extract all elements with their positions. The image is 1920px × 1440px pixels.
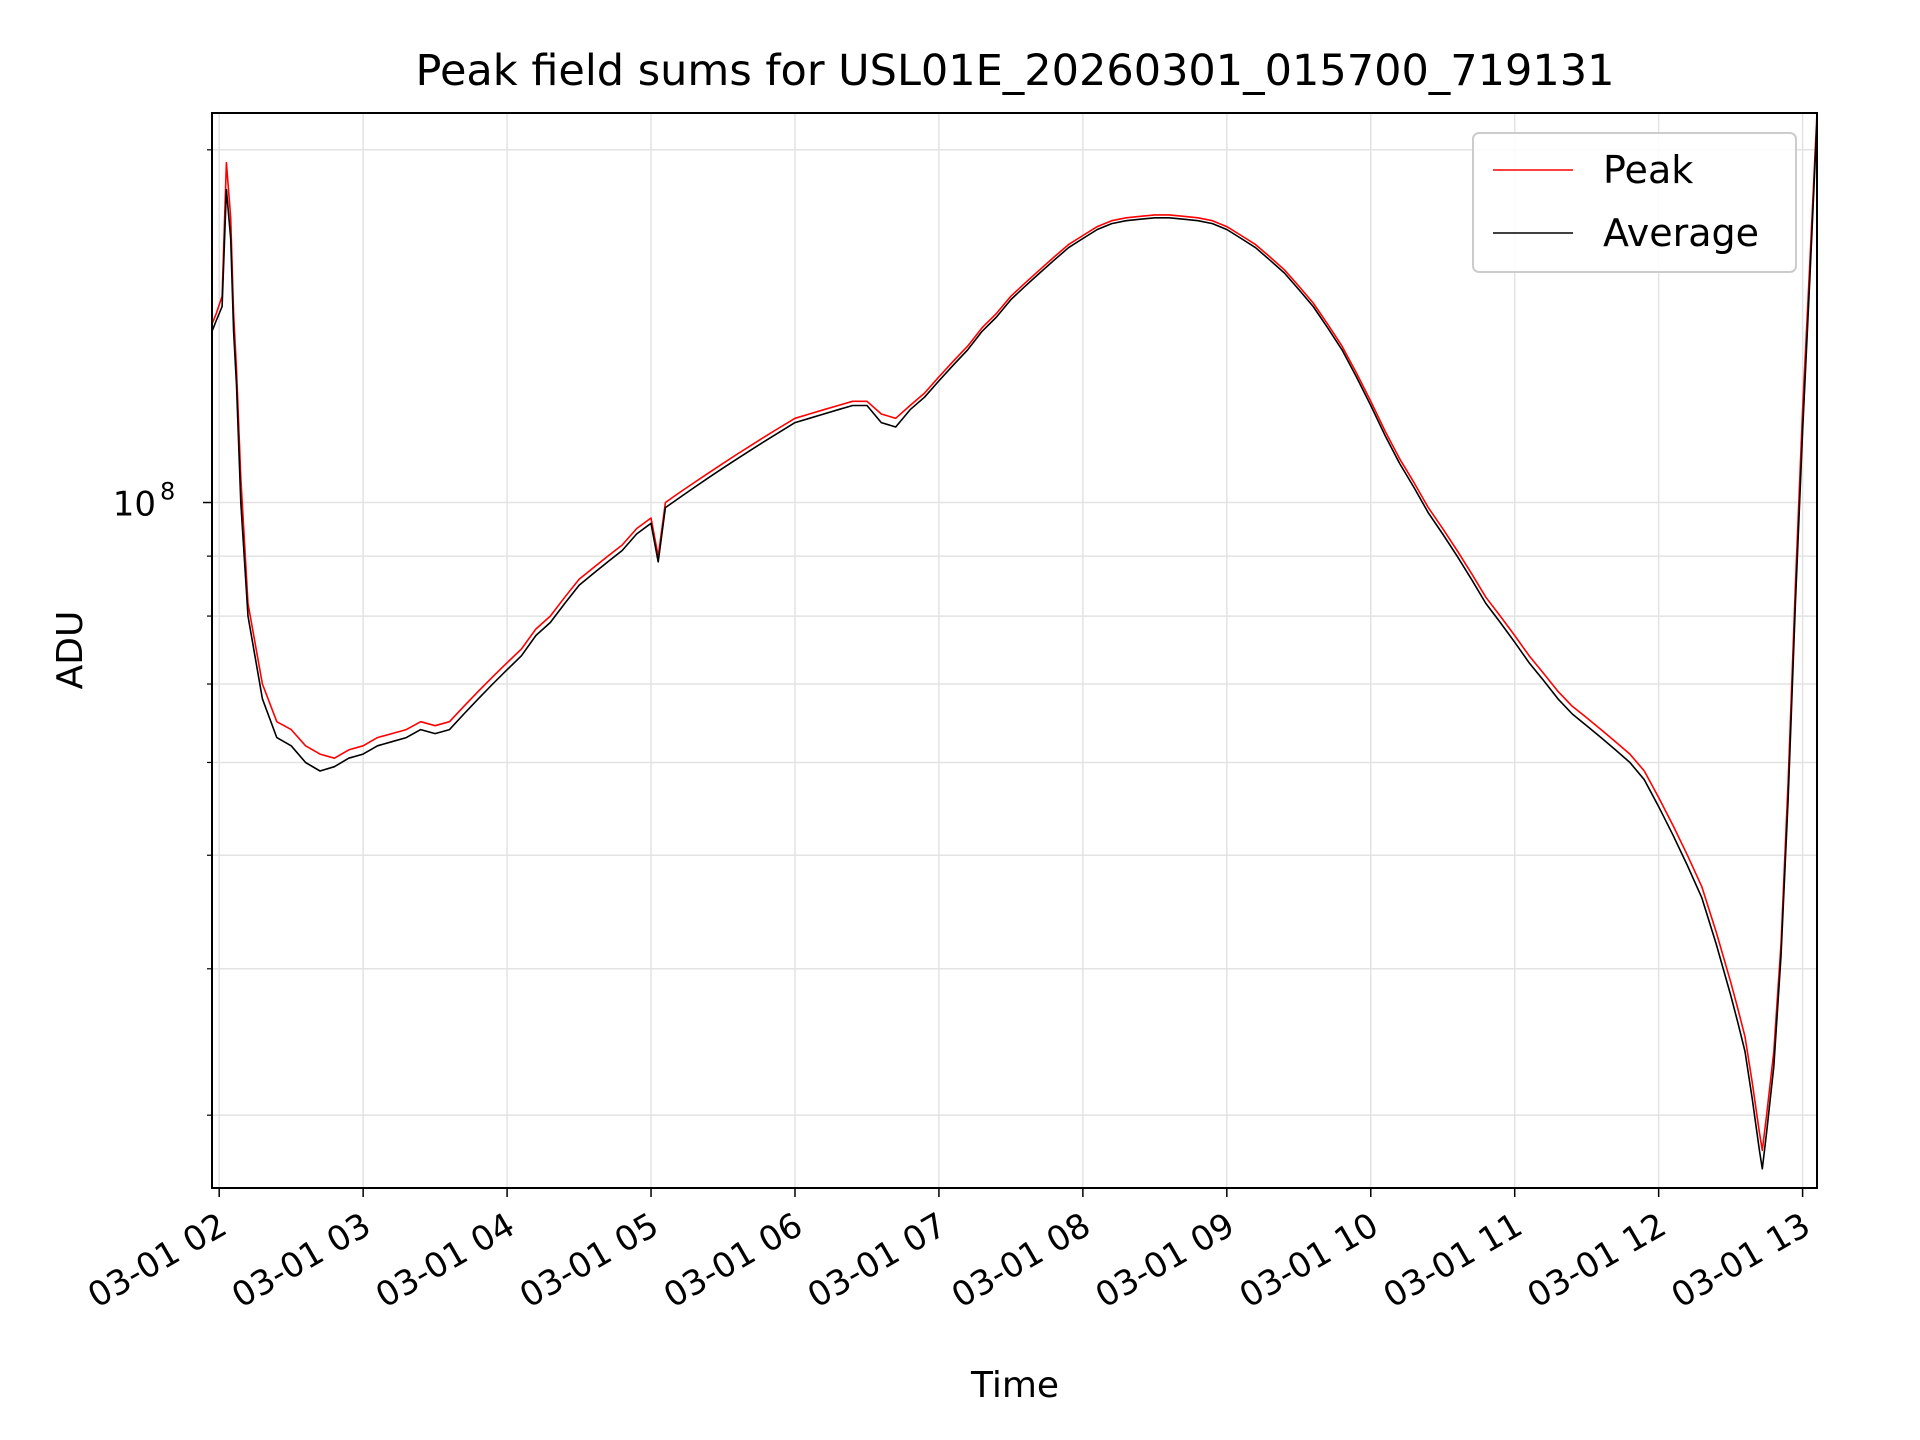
- chart-title: Peak field sums for USL01E_20260301_0157…: [416, 46, 1615, 96]
- series-line-peak: [211, 112, 1818, 1152]
- y-tick-label-exponent: 8: [160, 478, 175, 506]
- y-tick-label: 10: [113, 485, 156, 525]
- series-line-average: [211, 120, 1818, 1170]
- legend: Peak Average: [1472, 132, 1797, 273]
- legend-label-peak: Peak: [1603, 148, 1693, 192]
- x-axis-label: Time: [970, 1365, 1059, 1406]
- legend-label-average: Average: [1603, 211, 1759, 255]
- y-axis: 10 8: [113, 149, 212, 1116]
- y-tick-label-base: 10: [113, 485, 156, 525]
- plot-lines: [211, 112, 1818, 1170]
- legend-box: [1472, 132, 1797, 273]
- y-axis-label: ADU: [50, 611, 91, 690]
- plot-frame: [211, 112, 1818, 1189]
